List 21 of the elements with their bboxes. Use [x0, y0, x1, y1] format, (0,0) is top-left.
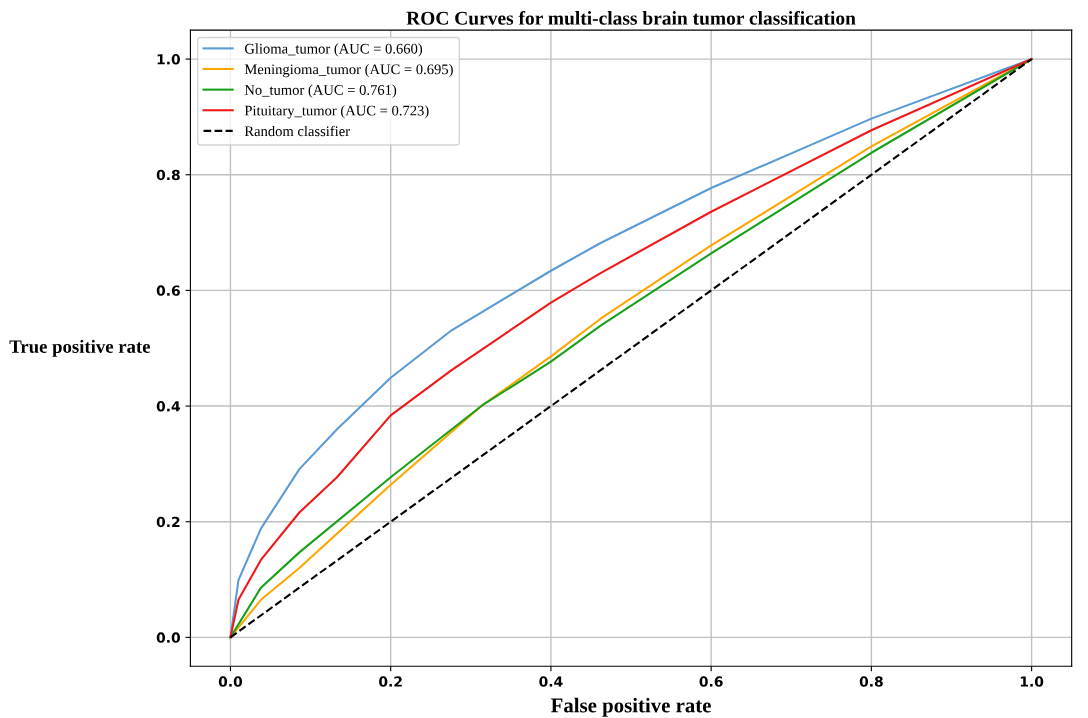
legend-label: Pituitary_tumor (AUC = 0.723) [244, 105, 429, 119]
legend-label: No_tumor (AUC = 0.761) [244, 84, 397, 98]
legend-label: Meningioma_tumor (AUC = 0.695) [244, 63, 453, 78]
x-tick-label: 1.0 [1020, 676, 1044, 687]
y-tick-label: 0.4 [156, 401, 181, 412]
x-tick-label: 0.6 [699, 676, 723, 687]
line-series [229, 58, 1033, 639]
x-tick-label: 0.2 [379, 676, 402, 687]
y-tick-label: 0.8 [156, 169, 180, 181]
y-tick-label: 0.6 [156, 285, 180, 296]
y-axis-title: True positive rate [9, 339, 151, 357]
x-tick-label: 0.4 [539, 676, 563, 687]
y-tick-label: 1.0 [157, 54, 181, 65]
chart-title: ROC Curves for multi-class brain tumor classification [406, 10, 856, 25]
y-tick-label: 0.0 [156, 632, 181, 643]
x-tick-label: 0.0 [218, 676, 243, 687]
legend-label: Random classifier [244, 125, 350, 137]
y-tick-label: 0.2 [156, 516, 180, 528]
legend-label: Glioma_tumor (AUC = 0.660) [244, 43, 423, 57]
x-tick-label: 0.8 [859, 676, 883, 687]
x-axis-title: False positive rate [550, 697, 711, 717]
